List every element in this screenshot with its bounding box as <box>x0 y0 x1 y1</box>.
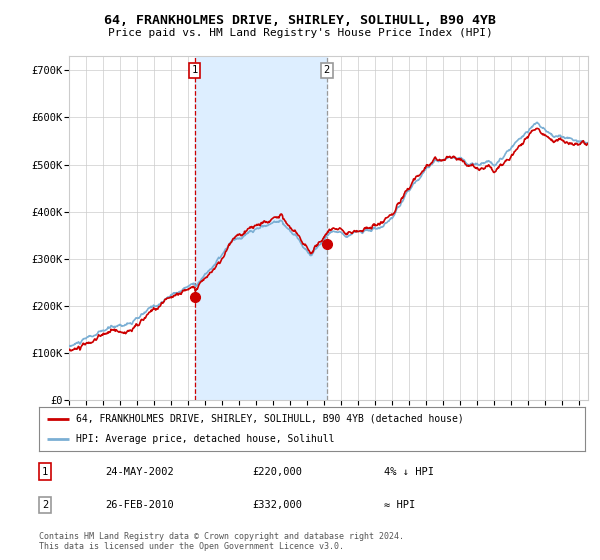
Bar <box>195 56 327 400</box>
Text: 2: 2 <box>42 500 48 510</box>
Text: 64, FRANKHOLMES DRIVE, SHIRLEY, SOLIHULL, B90 4YB (detached house): 64, FRANKHOLMES DRIVE, SHIRLEY, SOLIHULL… <box>76 414 464 424</box>
Text: ≈ HPI: ≈ HPI <box>384 500 415 510</box>
Text: £220,000: £220,000 <box>252 466 302 477</box>
Text: 24-MAY-2002: 24-MAY-2002 <box>105 466 174 477</box>
Text: Price paid vs. HM Land Registry's House Price Index (HPI): Price paid vs. HM Land Registry's House … <box>107 28 493 38</box>
Text: HPI: Average price, detached house, Solihull: HPI: Average price, detached house, Soli… <box>76 434 335 444</box>
Text: 1: 1 <box>42 466 48 477</box>
Text: 2: 2 <box>323 65 330 75</box>
Text: 1: 1 <box>191 65 198 75</box>
Text: 4% ↓ HPI: 4% ↓ HPI <box>384 466 434 477</box>
Text: £332,000: £332,000 <box>252 500 302 510</box>
Text: 64, FRANKHOLMES DRIVE, SHIRLEY, SOLIHULL, B90 4YB: 64, FRANKHOLMES DRIVE, SHIRLEY, SOLIHULL… <box>104 14 496 27</box>
Text: Contains HM Land Registry data © Crown copyright and database right 2024.
This d: Contains HM Land Registry data © Crown c… <box>39 532 404 552</box>
Text: 26-FEB-2010: 26-FEB-2010 <box>105 500 174 510</box>
